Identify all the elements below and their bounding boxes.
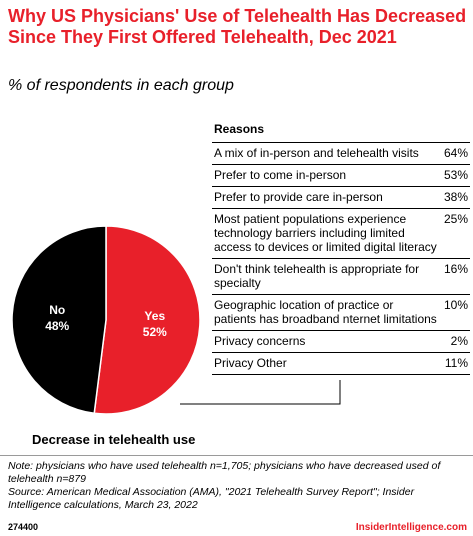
reason-row: Most patient populations experience tech… <box>212 209 470 259</box>
reason-value: 11% <box>444 356 468 370</box>
reason-label: Privacy concerns <box>214 334 306 348</box>
reason-value: 25% <box>443 212 468 226</box>
chart-title: Why US Physicians' Use of Telehealth Has… <box>8 6 467 47</box>
pie-slice-no <box>11 225 107 415</box>
pie-slice-yes <box>93 225 201 415</box>
pie-value-no: 48% <box>45 319 69 333</box>
reason-label: Don't think telehealth is appropriate fo… <box>214 262 420 290</box>
pie-chart: Yes 52% No 48% <box>0 224 220 424</box>
reason-label: Prefer to provide care in-person <box>214 190 383 204</box>
reasons-header: Reasons <box>212 118 470 143</box>
pie-svg: Yes 52% No 48% <box>11 225 201 415</box>
reason-row: Geographic location of practice or patie… <box>212 295 470 331</box>
reason-row: Privacy concerns 2% <box>212 331 470 353</box>
brand-link[interactable]: InsiderIntelligence.com <box>355 522 467 533</box>
reason-row: A mix of in-person and telehealth visits… <box>212 143 470 165</box>
notes: Note: physicians who have used telehealt… <box>8 460 470 512</box>
pie-caption: Decrease in telehealth use <box>32 432 196 447</box>
reason-row: Prefer to come in-person 53% <box>212 165 470 187</box>
reason-label: Privacy Other <box>214 356 287 370</box>
reason-row: Don't think telehealth is appropriate fo… <box>212 259 470 295</box>
source-text: Source: American Medical Association (AM… <box>8 486 415 511</box>
reason-row: Privacy Other 11% <box>212 353 470 375</box>
chart-subtitle: % of respondents in each group <box>8 77 234 94</box>
pie-label-yes: Yes <box>144 309 165 323</box>
reason-label: A mix of in-person and telehealth visits <box>214 146 419 160</box>
reason-value: 16% <box>443 262 468 276</box>
reason-value: 2% <box>450 334 468 348</box>
reason-label: Geographic location of practice or patie… <box>214 298 437 326</box>
reason-label: Most patient populations experience tech… <box>214 212 437 254</box>
footer-divider <box>0 455 473 456</box>
reason-value: 53% <box>443 168 468 182</box>
reasons-rows: A mix of in-person and telehealth visits… <box>212 143 470 375</box>
note-text: Note: physicians who have used telehealt… <box>8 460 441 485</box>
reason-value: 10% <box>443 298 468 312</box>
pie-label-no: No <box>49 303 65 317</box>
chart-id: 274400 <box>8 522 39 532</box>
reason-row: Prefer to provide care in-person 38% <box>212 187 470 209</box>
reasons-table: Reasons A mix of in-person and telehealt… <box>212 118 470 375</box>
reason-value: 38% <box>443 190 468 204</box>
pie-value-yes: 52% <box>143 325 167 339</box>
reason-label: Prefer to come in-person <box>214 168 347 182</box>
reason-value: 64% <box>443 146 468 160</box>
